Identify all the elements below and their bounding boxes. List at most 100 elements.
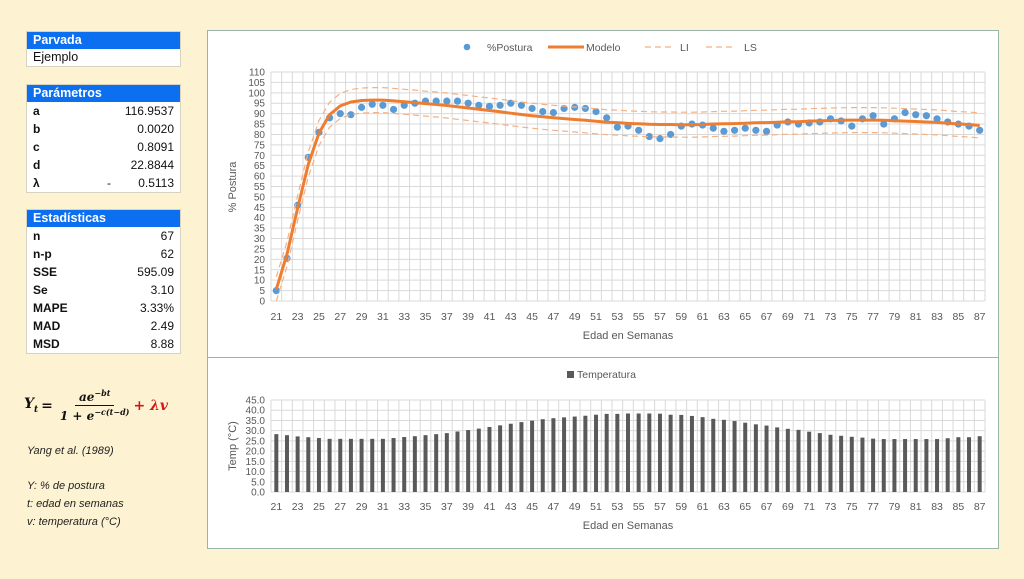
temperatura-bar xyxy=(615,413,620,492)
postura-point xyxy=(645,132,653,141)
x-tick-label: 85 xyxy=(953,311,965,323)
postura-point xyxy=(379,101,387,109)
legend-li-label: LI xyxy=(680,42,689,54)
temperatura-bar xyxy=(849,436,854,492)
postura-point xyxy=(389,105,398,114)
x-tick-label: 41 xyxy=(484,311,496,323)
postura-point xyxy=(592,107,600,116)
legend-v: v: temperatura (°C) xyxy=(27,516,121,528)
temperatura-bar xyxy=(551,418,556,492)
temperatura-bar xyxy=(721,419,726,492)
y-tick-label: 55 xyxy=(254,182,266,193)
temperatura-bar xyxy=(391,438,396,492)
parvada-box: Parvada Ejemplo xyxy=(26,31,181,67)
param-value: 116.9537 xyxy=(124,104,174,118)
temperatura-bar xyxy=(956,437,961,492)
reference-text: Yang et al. (1989) xyxy=(27,445,114,457)
legend-t: t: edad en semanas xyxy=(27,498,124,510)
legend-y: Y: % de postura xyxy=(27,480,105,492)
y-tick-label: 20.0 xyxy=(246,447,266,458)
param-key: c xyxy=(33,140,40,154)
parvada-header: Parvada xyxy=(27,32,180,49)
y-tick-label: 45.0 xyxy=(246,396,266,407)
x-tick-label: 39 xyxy=(462,311,474,323)
postura-point xyxy=(741,124,749,132)
y-tick-label: 80 xyxy=(254,130,266,141)
postura-point xyxy=(496,101,504,109)
temperatura-bar xyxy=(295,436,300,492)
param-key: a xyxy=(33,104,40,118)
postura-point xyxy=(976,126,984,134)
postura-point xyxy=(549,108,558,117)
temperatura-bar xyxy=(423,435,428,492)
postura-point xyxy=(752,126,760,134)
temperatura-bar xyxy=(903,439,908,492)
y-tick-label: 100 xyxy=(248,88,265,99)
postura-point xyxy=(485,102,494,110)
x-tick-label: 27 xyxy=(334,311,346,323)
temperatura-bar xyxy=(359,438,364,492)
x-tick-label: 67 xyxy=(761,501,773,513)
y-tick-label: 85 xyxy=(254,120,266,131)
estadisticas-header: Estadísticas xyxy=(27,210,180,227)
y-tick-label: 10 xyxy=(254,276,266,287)
x-tick-label: 29 xyxy=(356,311,368,323)
x-axis-title: Edad en Semanas xyxy=(583,520,674,532)
x-tick-label: 59 xyxy=(675,501,687,513)
model-formula: Yt = ae−bt 1 + e−c(t−d) + λv xyxy=(24,388,168,423)
x-tick-label: 57 xyxy=(654,311,666,323)
temperatura-bar xyxy=(562,417,567,492)
chart-divider xyxy=(207,357,999,358)
postura-point xyxy=(709,124,717,132)
temperatura-bar xyxy=(316,438,321,492)
temperatura-bar xyxy=(839,435,844,492)
legend-postura-marker xyxy=(463,43,471,51)
temperatura-bar xyxy=(370,438,375,492)
stat-key: Se xyxy=(33,283,48,297)
x-tick-label: 57 xyxy=(654,501,666,513)
x-tick-label: 31 xyxy=(377,311,389,323)
stat-row-2: SSE 595.09 xyxy=(27,263,180,281)
y-tick-label: 30.0 xyxy=(246,426,266,437)
postura-point xyxy=(336,110,344,118)
x-tick-label: 53 xyxy=(611,311,623,323)
temperatura-bar xyxy=(636,413,641,492)
y-tick-label: 40 xyxy=(254,213,266,224)
x-tick-label: 37 xyxy=(441,501,453,513)
y-tick-label: 90 xyxy=(254,109,266,120)
postura-point xyxy=(528,104,536,113)
postura-point xyxy=(922,112,930,120)
formula-lhs: Yt xyxy=(24,396,39,415)
x-tick-label: 83 xyxy=(931,501,943,513)
x-tick-label: 43 xyxy=(505,311,517,323)
y-tick-label: 5 xyxy=(259,286,265,297)
x-tick-label: 55 xyxy=(633,501,645,513)
temperatura-bar xyxy=(753,424,758,492)
temperatura-bar xyxy=(700,417,705,492)
param-row-1: b 0.0020 xyxy=(27,120,180,138)
temperatura-bar xyxy=(338,438,343,492)
postura-point xyxy=(912,111,920,119)
x-tick-label: 47 xyxy=(548,501,560,513)
x-tick-label: 73 xyxy=(825,501,837,513)
y-tick-label: 10.0 xyxy=(246,467,266,478)
temperatura-bar xyxy=(466,430,471,492)
y-tick-label: 110 xyxy=(249,68,265,79)
x-tick-label: 25 xyxy=(313,311,325,323)
param-row-0: a 116.9537 xyxy=(27,102,180,120)
x-tick-label: 39 xyxy=(462,501,474,513)
temperatura-bar xyxy=(583,415,588,492)
temperatura-bar xyxy=(689,415,694,492)
x-tick-label: 61 xyxy=(697,501,709,513)
param-row-4: λ - 0.5113 xyxy=(27,174,180,192)
y-tick-label: 25 xyxy=(254,244,266,255)
temperatura-bar xyxy=(711,418,716,492)
y-tick-label: 30 xyxy=(254,234,266,245)
legend-temperatura-label: Temperatura xyxy=(577,369,636,381)
temperatura-bar xyxy=(785,428,790,492)
x-tick-label: 33 xyxy=(398,501,410,513)
postura-point xyxy=(880,120,888,128)
temperatura-bar xyxy=(732,421,737,492)
y-tick-label: 20 xyxy=(254,255,266,266)
